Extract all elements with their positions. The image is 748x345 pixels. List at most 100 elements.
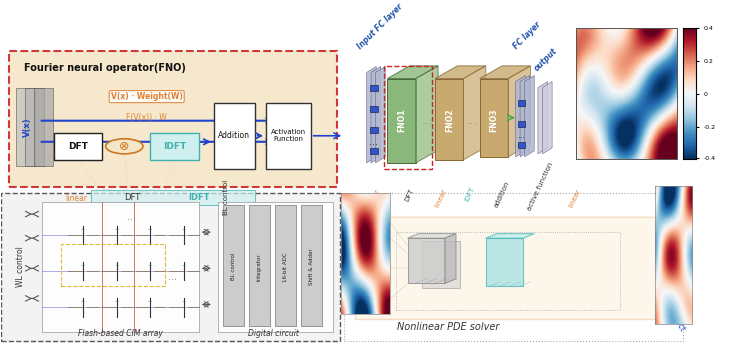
Text: DFT: DFT [68,142,88,151]
Polygon shape [479,66,530,79]
Text: IDFT: IDFT [464,186,476,202]
Text: Initial input: Initial input [590,51,649,60]
Text: Input FC layer: Input FC layer [355,2,405,51]
Text: DFT: DFT [404,187,415,202]
Text: ...: ... [422,116,433,126]
Polygon shape [445,234,456,283]
Text: output: output [532,46,559,72]
Bar [9,51,337,187]
Polygon shape [423,241,460,288]
Polygon shape [408,238,445,283]
FancyBboxPatch shape [150,133,199,160]
Bar [61,244,165,286]
Polygon shape [464,66,485,160]
Text: ...: ... [114,262,120,267]
Text: ...: ... [148,262,153,267]
Polygon shape [408,234,456,238]
Text: ...: ... [114,226,120,231]
Bar [301,205,322,326]
Text: ...: ... [181,298,186,303]
FancyBboxPatch shape [214,102,255,169]
Bar [249,205,270,326]
Bar [370,85,378,91]
Polygon shape [485,234,534,238]
Polygon shape [34,88,53,166]
Text: Flash-based CIM array: Flash-based CIM array [79,328,163,338]
Text: ...: ... [467,116,478,126]
Text: ...: ... [148,226,153,231]
Polygon shape [485,238,523,286]
Text: F(V(x)) · W: F(V(x)) · W [126,113,167,122]
Bar [91,190,255,205]
Text: Nonlinear PDE solver: Nonlinear PDE solver [397,322,500,332]
Bar [370,127,378,133]
Text: addition: addition [493,180,511,208]
Polygon shape [524,76,534,157]
Circle shape [105,139,143,154]
Polygon shape [435,66,485,79]
Text: Activation
Function: Activation Function [271,129,306,142]
Text: V(x): V(x) [23,117,32,137]
Text: Initial: Initial [344,243,353,264]
Polygon shape [520,76,530,157]
Bar [275,205,295,326]
Text: linear: linear [367,188,381,208]
Polygon shape [16,88,35,166]
Bar [43,202,199,332]
Polygon shape [375,67,385,163]
Text: ...: ... [81,262,86,267]
Text: FNO3: FNO3 [489,109,498,132]
Bar [1,193,340,341]
Text: ...: ... [81,226,86,231]
Bar [518,121,525,127]
Text: FNO2: FNO2 [445,109,454,132]
Text: linear: linear [65,194,87,203]
Text: ⊗: ⊗ [119,140,129,153]
Bar [396,232,620,310]
Text: IDFT: IDFT [163,142,187,151]
Polygon shape [355,217,679,319]
Text: IDFT: IDFT [188,193,209,202]
Text: BL control: BL control [230,253,236,280]
Polygon shape [416,66,438,163]
Bar [218,202,333,332]
Text: Addition: Addition [218,131,250,140]
Polygon shape [479,79,508,157]
Text: BL control: BL control [224,180,230,215]
Bar [344,193,683,341]
Polygon shape [367,67,376,163]
Text: V(x) · Weight(W): V(x) · Weight(W) [111,92,183,101]
Polygon shape [387,66,438,79]
Polygon shape [542,81,552,154]
Text: ...: ... [168,272,177,282]
Bar [518,100,525,106]
Bar [223,205,244,326]
Bar [518,142,525,148]
Text: FNO1: FNO1 [397,109,406,132]
Polygon shape [371,67,381,163]
Text: FC layer: FC layer [512,20,542,51]
Text: 16-bit ADC: 16-bit ADC [283,252,288,282]
Text: WL control: WL control [16,246,25,287]
Polygon shape [538,81,548,154]
Bar [384,67,432,169]
Text: DFT: DFT [123,193,140,202]
Text: ...: ... [114,298,120,303]
Text: active function: active function [527,161,554,211]
Polygon shape [508,66,530,157]
Text: ...: ... [181,262,186,267]
Text: Fourier neural operator(FNO): Fourier neural operator(FNO) [24,63,186,73]
Text: ...: ... [518,131,526,140]
Text: ...: ... [181,226,186,231]
Text: ...: ... [127,212,136,222]
Text: linear: linear [568,188,582,208]
FancyBboxPatch shape [266,102,310,169]
Polygon shape [515,76,525,157]
Bar [370,148,378,154]
Text: ...: ... [148,298,153,303]
Text: ...: ... [81,298,86,303]
Polygon shape [25,88,44,166]
Polygon shape [387,79,416,163]
Text: Integrator: Integrator [257,253,262,280]
Text: predict: predict [665,306,687,334]
